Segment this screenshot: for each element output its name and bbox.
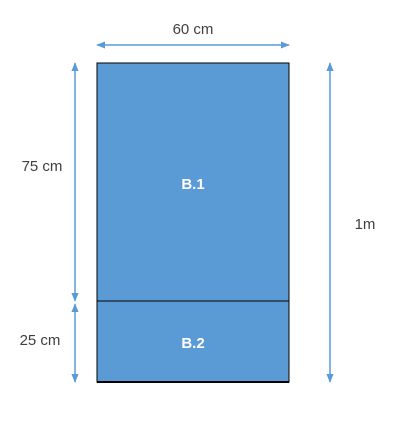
block-b2 [96,300,290,383]
label-b2: B.2 [181,335,204,352]
total-height-label: 1m [355,216,376,233]
width-label: 60 cm [173,21,214,38]
lower-height-label: 25 cm [20,332,61,349]
upper-height-label: 75 cm [22,158,63,175]
label-b1: B.1 [181,176,204,193]
block-b1 [96,62,290,302]
